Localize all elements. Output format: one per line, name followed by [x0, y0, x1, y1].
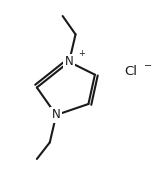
- Text: Cl: Cl: [124, 65, 137, 78]
- Text: N: N: [65, 55, 73, 68]
- Text: N: N: [52, 108, 61, 121]
- Text: −: −: [144, 60, 152, 70]
- Text: +: +: [78, 49, 85, 57]
